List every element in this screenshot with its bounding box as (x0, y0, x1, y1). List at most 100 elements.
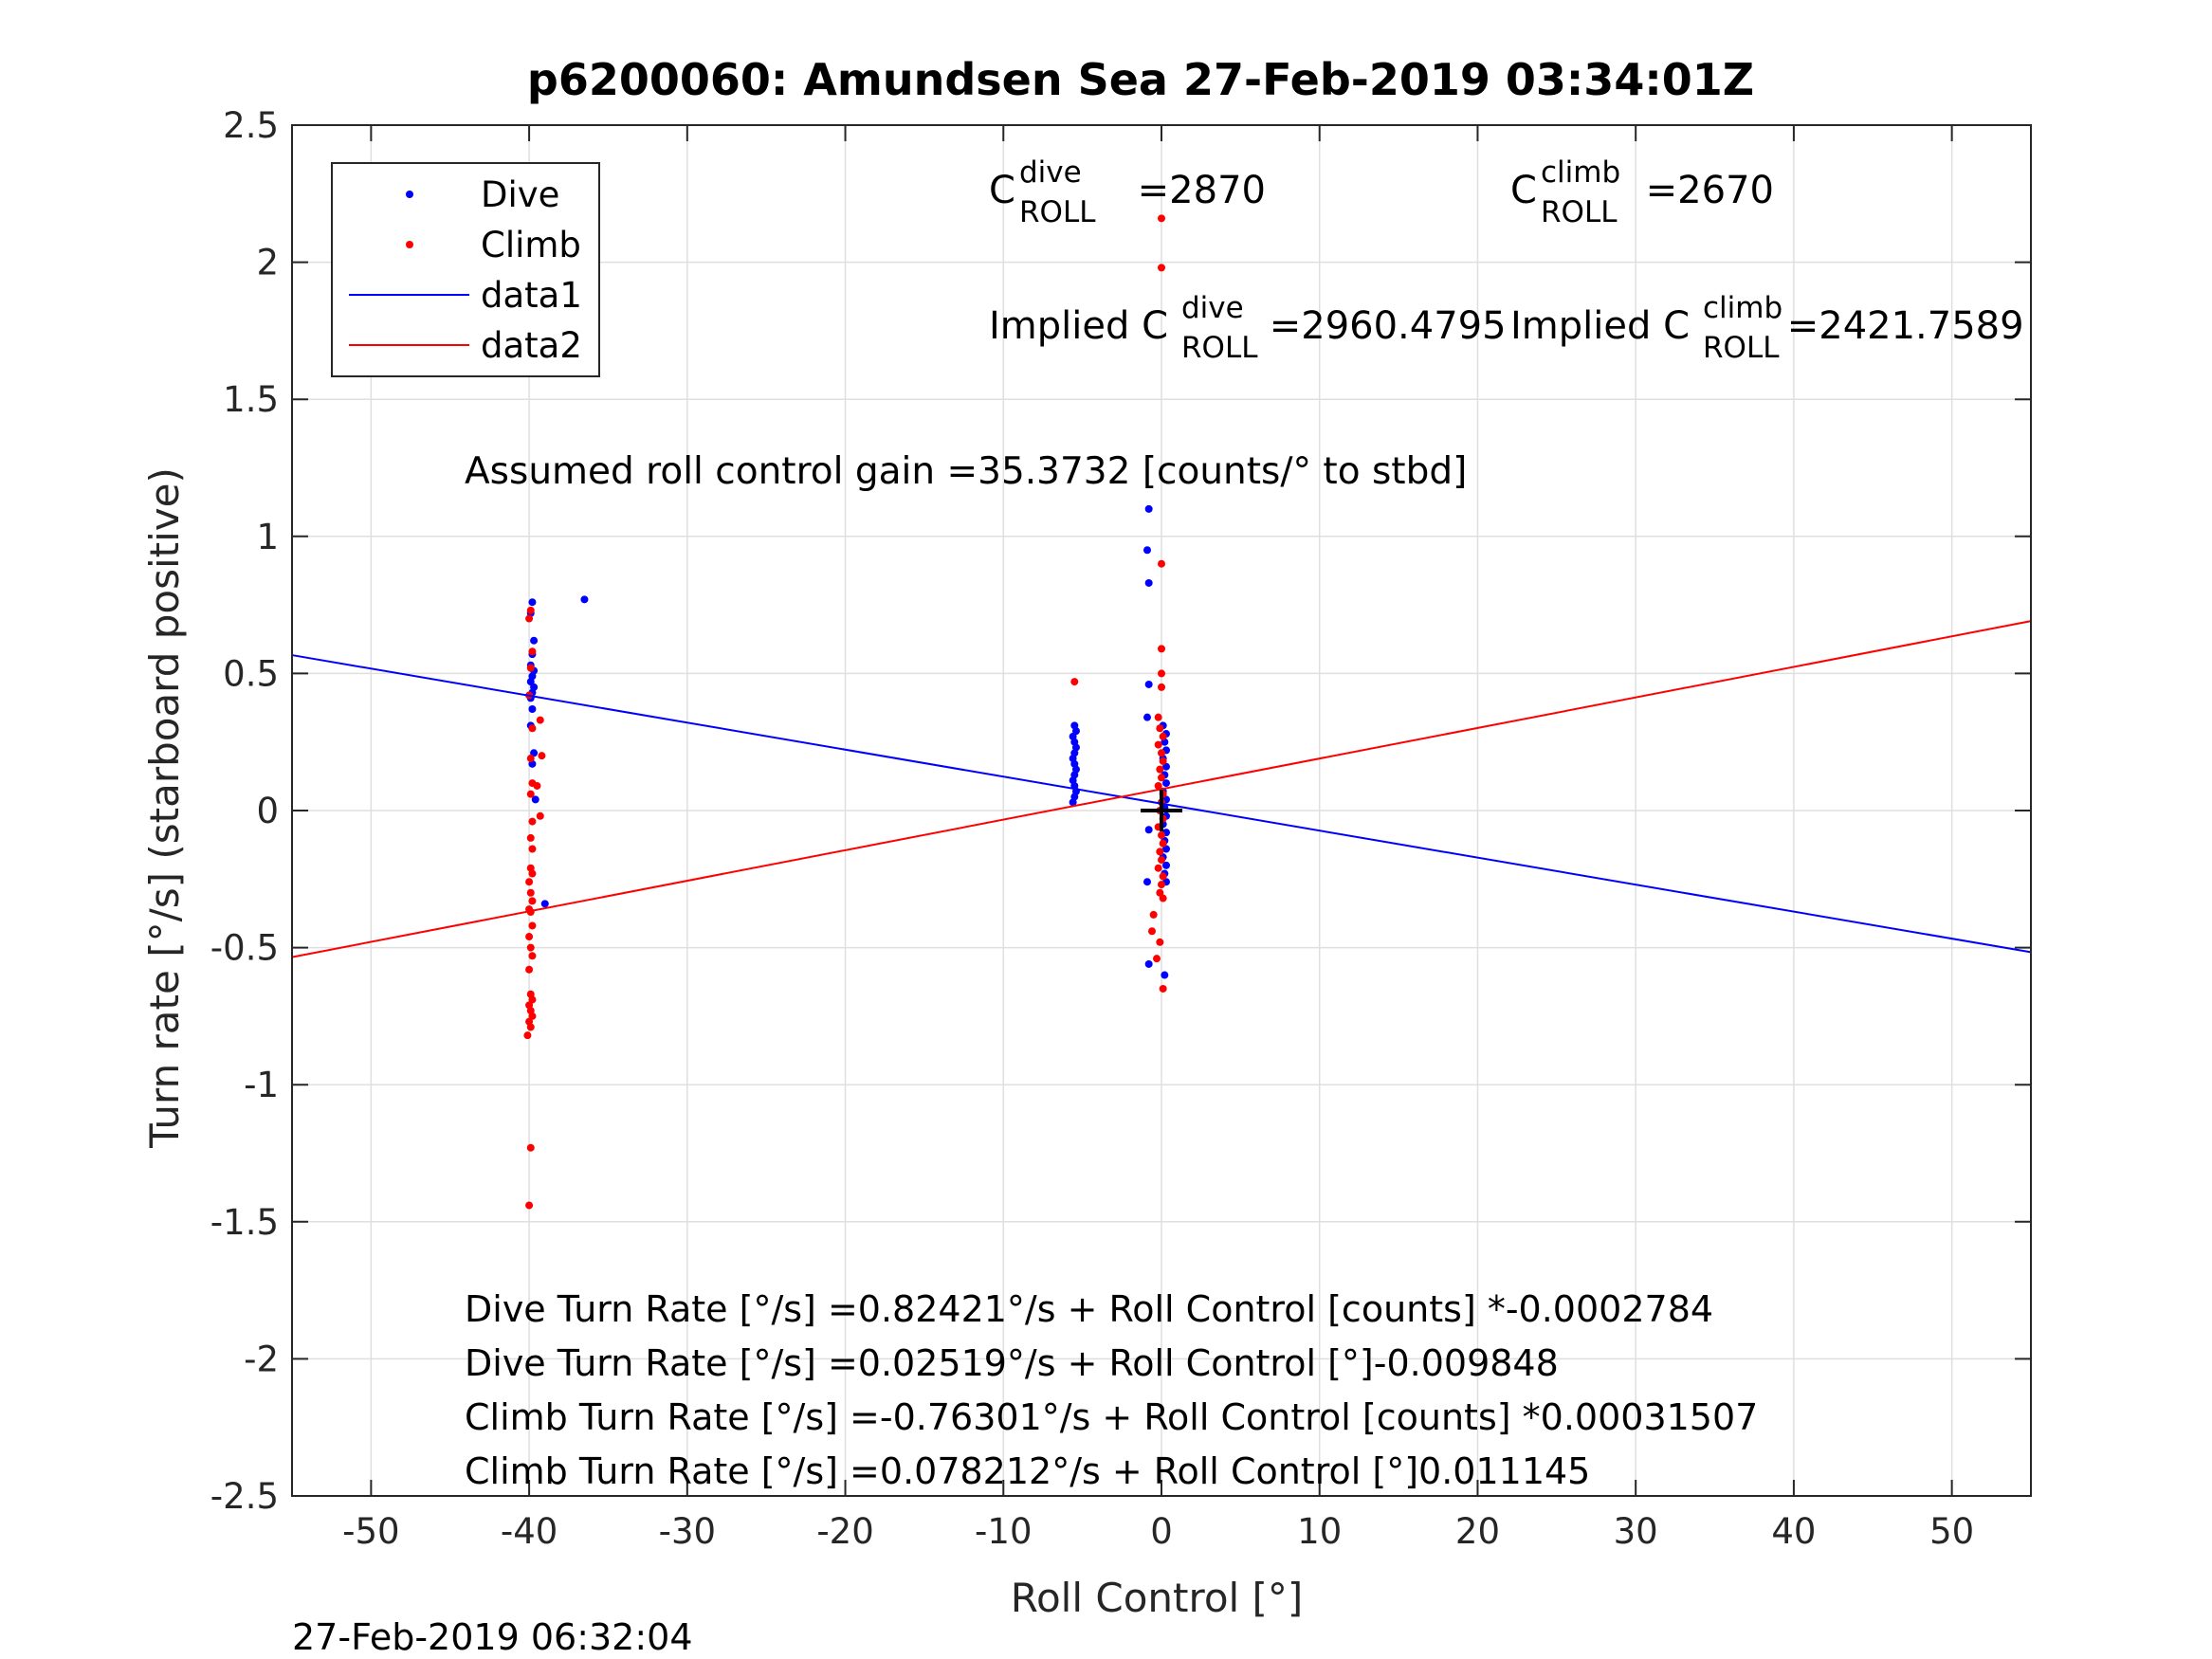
dive-point (1071, 727, 1080, 736)
dive-point (1144, 578, 1153, 587)
climb-point (528, 952, 537, 960)
climb-point (528, 845, 537, 853)
chart-title: p6200060: Amundsen Sea 27-Feb-2019 03:34… (527, 54, 1754, 105)
climb-point (1158, 749, 1165, 757)
climb-point (525, 878, 534, 886)
climb-point (1159, 872, 1167, 881)
climb-point (528, 1012, 537, 1020)
y-tick-label: 1.5 (223, 379, 279, 420)
climb-point (1158, 669, 1165, 678)
climb-equation-counts: Climb Turn Rate [°/s] =-0.76301°/s + Rol… (465, 1396, 1759, 1438)
climb-point (525, 965, 534, 974)
legend-label-data2: data2 (481, 325, 582, 366)
x-tick-label: 30 (1614, 1511, 1658, 1552)
climb-point (1154, 713, 1162, 721)
c-roll-climb-annotation: C =2670 climb ROLL (1510, 155, 1774, 229)
x-tick-label: -50 (342, 1511, 399, 1552)
x-tick-label: -30 (659, 1511, 716, 1552)
dive-point (1069, 798, 1077, 807)
legend: Dive Climb data1 data2 (331, 162, 600, 377)
dive-point (1143, 713, 1151, 721)
x-tick-label: 0 (1150, 1511, 1173, 1552)
climb-point (526, 833, 535, 842)
climb-point (528, 647, 537, 656)
dive-point (1162, 779, 1171, 788)
dive-point (1144, 504, 1153, 513)
climb-point (528, 869, 537, 878)
c-roll-dive-base: C (989, 169, 1015, 212)
c-roll-dive-subscript: ROLL (1019, 195, 1096, 229)
climb-point (1156, 938, 1164, 946)
implied-c-roll-dive-value: =2960.4795 (1257, 304, 1507, 348)
dive-point (530, 749, 539, 757)
climb-point (526, 664, 535, 672)
climb-point (1159, 894, 1167, 902)
implied-c-roll-climb-base: Implied C (1510, 304, 1691, 348)
implied-c-roll-climb-subscript: ROLL (1703, 331, 1780, 365)
climb-point (1159, 984, 1167, 993)
climb-point (526, 888, 535, 897)
legend-label-climb: Climb (481, 225, 581, 265)
dive-equation-counts: Dive Turn Rate [°/s] =0.82421°/s + Roll … (465, 1288, 1714, 1330)
c-roll-climb-base: C (1510, 169, 1537, 212)
axes: -50 -40 -30 -20 -10 0 10 20 30 40 50-2.5-2-1.5-1-0… (210, 105, 2032, 1552)
x-tick-label: -10 (975, 1511, 1032, 1552)
x-tick-label: 50 (1929, 1511, 1974, 1552)
dive-point (528, 704, 537, 713)
roll-gain-annotation: Assumed roll control gain =35.3732 [coun… (465, 450, 1468, 493)
dive-point (1161, 971, 1169, 979)
implied-c-roll-dive-base: Implied C (989, 304, 1169, 348)
climb-point (1159, 732, 1167, 740)
dive-point (1143, 546, 1151, 555)
climb-point (525, 1201, 534, 1210)
dive-point (580, 595, 589, 604)
climb-equation-degrees: Climb Turn Rate [°/s] =0.078212°/s + Rol… (465, 1450, 1591, 1492)
plot-data (291, 214, 2032, 1210)
c-roll-dive-value: =2870 (1124, 169, 1266, 212)
dive-point (526, 678, 535, 686)
y-tick-label: -0.5 (210, 928, 279, 969)
render-timestamp: 27-Feb-2019 06:32:04 (292, 1616, 693, 1658)
climb-point (1159, 839, 1167, 848)
climb-point (526, 1143, 535, 1152)
climb-point (528, 921, 537, 930)
dive-point (1144, 959, 1153, 968)
climb-point (1158, 881, 1165, 889)
climb-point (536, 716, 544, 724)
climb-point (1154, 740, 1162, 749)
y-tick-label: -2.5 (210, 1476, 279, 1517)
dive-equation-degrees: Dive Turn Rate [°/s] =0.02519°/s + Roll … (465, 1342, 1559, 1384)
y-tick-label: 1 (256, 517, 279, 557)
climb-point (1158, 774, 1165, 782)
y-tick-label: -2 (244, 1339, 279, 1379)
c-roll-dive-annotation: C =2870 dive ROLL (989, 155, 1266, 229)
c-roll-dive-superscript: dive (1019, 155, 1082, 190)
legend-marker-dive (406, 191, 413, 198)
implied-c-roll-climb-superscript: climb (1703, 291, 1783, 325)
climb-point (1156, 724, 1164, 733)
climb-point (1158, 264, 1165, 272)
climb-point (1158, 831, 1165, 840)
climb-point (526, 755, 535, 763)
dive-point (1144, 826, 1153, 834)
legend-label-dive: Dive (481, 174, 559, 215)
implied-c-roll-dive-subscript: ROLL (1181, 331, 1258, 365)
dive-point (531, 795, 539, 804)
dive-point (528, 598, 537, 607)
implied-c-roll-climb-annotation: Implied C =2421.7589 climb ROLL (1510, 291, 2024, 365)
x-tick-label: 20 (1455, 1511, 1500, 1552)
dive-point (1143, 878, 1151, 886)
y-tick-label: -1.5 (210, 1202, 279, 1243)
legend-box (331, 162, 600, 377)
climb-point (526, 1023, 535, 1031)
climb-point (1156, 888, 1164, 897)
climb-point (1154, 781, 1162, 790)
dive-point (1162, 861, 1171, 869)
climb-point (528, 724, 537, 733)
x-axis-label: Roll Control [°] (1011, 1575, 1304, 1621)
climb-point (528, 817, 537, 826)
dive-point (1162, 845, 1171, 853)
climb-point (1149, 910, 1158, 919)
climb-point (1158, 683, 1165, 691)
climb-point (533, 781, 541, 790)
